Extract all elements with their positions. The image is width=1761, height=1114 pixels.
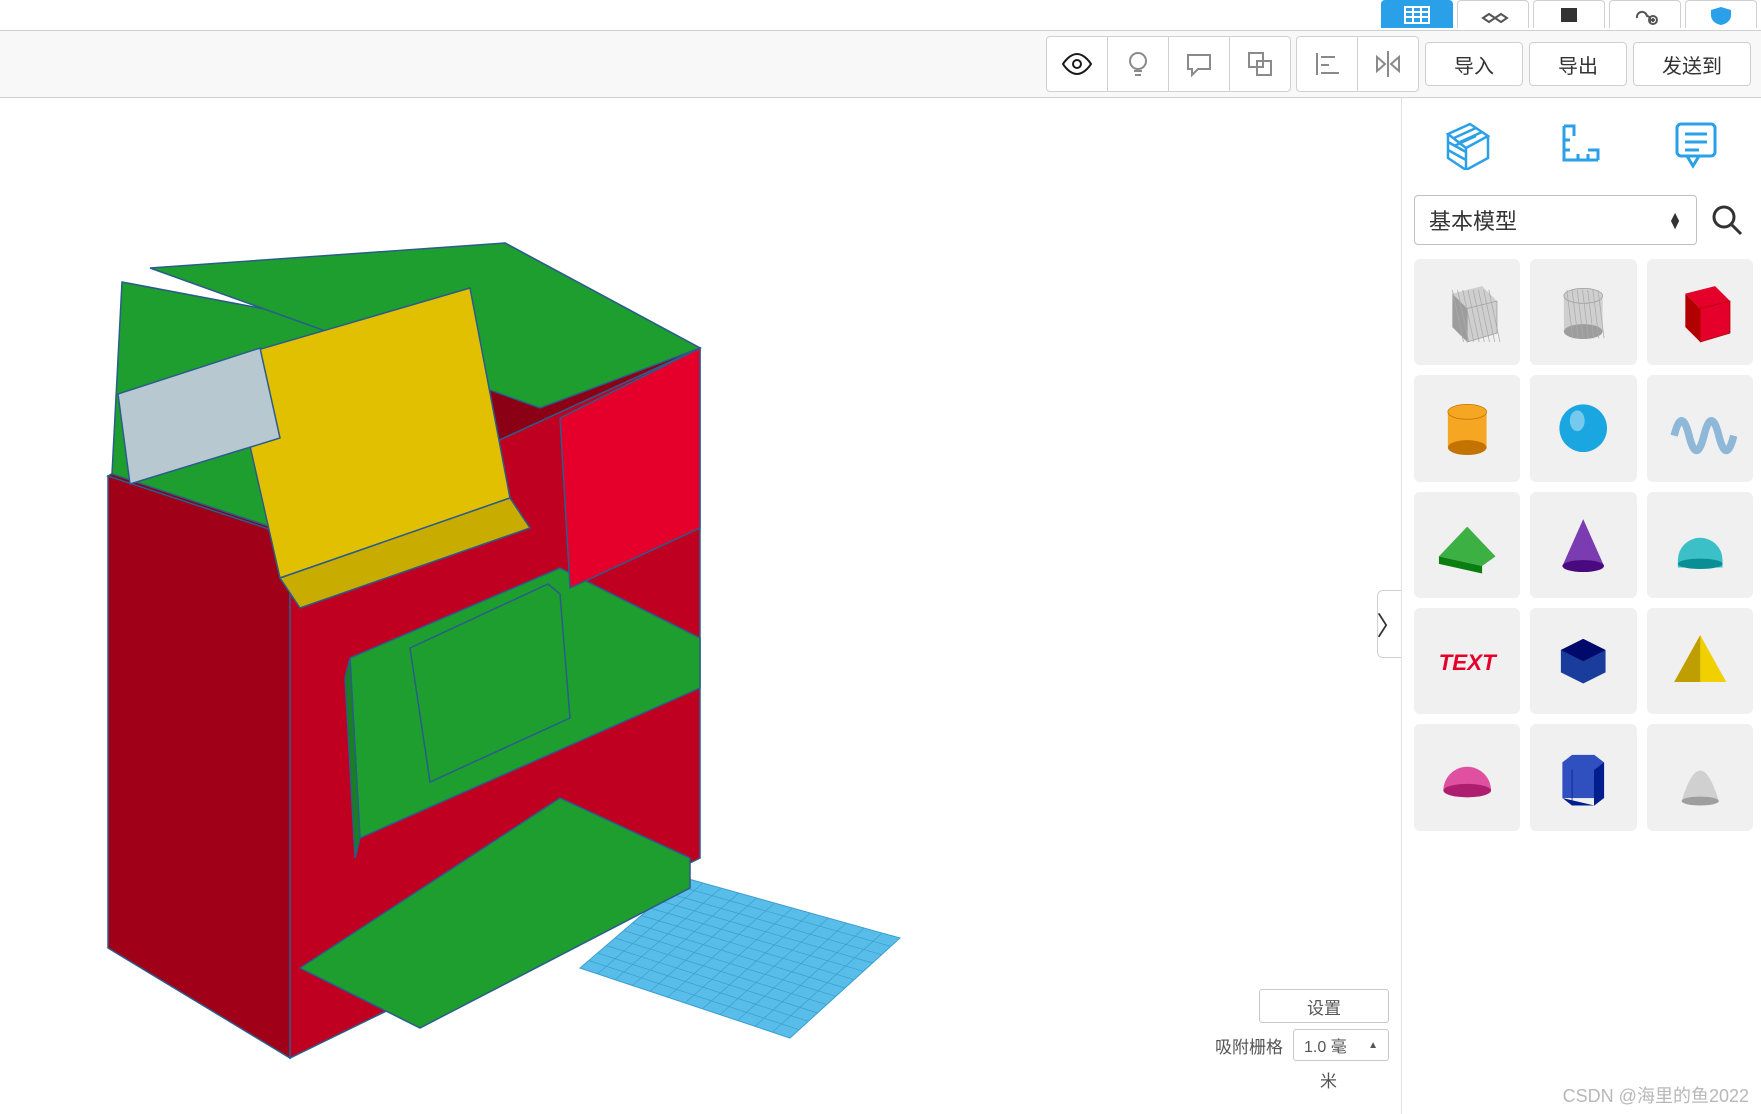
shape-roof[interactable]	[1414, 492, 1520, 598]
shape-text[interactable]: TEXT	[1414, 608, 1520, 714]
hexagon-icon	[1546, 624, 1620, 698]
shield-icon	[1705, 4, 1737, 26]
shape-hexagon[interactable]	[1530, 608, 1636, 714]
box-hole-icon	[1430, 275, 1504, 349]
view-mode-group	[1047, 36, 1291, 92]
svg-text:TEXT: TEXT	[1439, 650, 1498, 675]
view-overlap-button[interactable]	[1229, 36, 1291, 92]
workplane-icon	[1440, 116, 1494, 170]
shape-search-button[interactable]	[1705, 195, 1749, 245]
send-to-button[interactable]: 发送到	[1633, 42, 1751, 86]
import-button[interactable]: 导入	[1425, 42, 1523, 86]
shape-cone[interactable]	[1530, 492, 1636, 598]
design-canvas[interactable]	[0, 98, 1401, 1114]
shape-half-sphere[interactable]	[1414, 724, 1520, 830]
half-round-icon	[1663, 508, 1737, 582]
cylinder-icon	[1430, 391, 1504, 465]
text-icon: TEXT	[1430, 624, 1504, 698]
bulb-icon	[1121, 47, 1155, 81]
shape-sphere[interactable]	[1530, 375, 1636, 481]
mode-tab-3d[interactable]	[1381, 0, 1453, 28]
snap-value: 1.0 毫	[1304, 1033, 1347, 1057]
hex-prism-icon	[1546, 740, 1620, 814]
scribble-icon	[1663, 391, 1737, 465]
mode-tabs	[1381, 0, 1761, 30]
panel-collapse-handle[interactable]: 〉	[1377, 590, 1401, 658]
shape-cylinder-hole[interactable]	[1530, 259, 1636, 365]
category-row: 基本模型 ▲▼	[1402, 183, 1761, 251]
eye-icon	[1060, 47, 1094, 81]
mode-tab-blocks[interactable]	[1457, 0, 1529, 28]
watermark: CSDN @海里的鱼2022	[1563, 1082, 1749, 1108]
mode-tab-shield[interactable]	[1685, 0, 1757, 28]
bottom-controls: 设置 吸附栅格 1.0 毫 ▲ 米	[1215, 989, 1389, 1092]
view-light-button[interactable]	[1107, 36, 1169, 92]
select-arrows-icon: ▲▼	[1668, 212, 1682, 228]
shape-cylinder[interactable]	[1414, 375, 1520, 481]
mirror-button[interactable]	[1357, 36, 1419, 92]
shape-category-select[interactable]: 基本模型 ▲▼	[1414, 195, 1697, 245]
sphere-icon	[1546, 391, 1620, 465]
cone-icon	[1546, 508, 1620, 582]
align-left-icon	[1310, 47, 1344, 81]
shape-half-round[interactable]	[1647, 492, 1753, 598]
note-icon	[1669, 116, 1723, 170]
half-sphere-icon	[1430, 740, 1504, 814]
blocks-icon	[1477, 4, 1509, 26]
shapes-grid: TEXT	[1402, 251, 1761, 1114]
panel-tab-workplane[interactable]	[1440, 116, 1494, 175]
roof-icon	[1430, 508, 1504, 582]
view-visible-button[interactable]	[1046, 36, 1108, 92]
square-icon	[1553, 4, 1585, 26]
chevron-up-icon: ▲	[1368, 1040, 1378, 1051]
pyramid-icon	[1663, 624, 1737, 698]
top-toolbar: 导入 导出 发送到	[0, 30, 1761, 98]
shapes-panel: 基本模型 ▲▼ TEXT	[1401, 98, 1761, 1114]
export-button[interactable]: 导出	[1529, 42, 1627, 86]
paraboloid-icon	[1663, 740, 1737, 814]
mirror-icon	[1371, 47, 1405, 81]
view-comment-button[interactable]	[1168, 36, 1230, 92]
panel-tabs	[1402, 98, 1761, 183]
cylinder-hole-icon	[1546, 275, 1620, 349]
shape-paraboloid[interactable]	[1647, 724, 1753, 830]
cloud-plus-icon	[1629, 4, 1661, 26]
align-group	[1297, 36, 1419, 92]
shape-scribble[interactable]	[1647, 375, 1753, 481]
shape-box[interactable]	[1647, 259, 1753, 365]
grid-icon	[1401, 4, 1433, 26]
box-icon	[1663, 275, 1737, 349]
shape-pyramid[interactable]	[1647, 608, 1753, 714]
overlap-icon	[1243, 47, 1277, 81]
panel-tab-ruler[interactable]	[1554, 116, 1608, 175]
scene-render	[0, 98, 1400, 1114]
mode-tab-cloud[interactable]	[1609, 0, 1681, 28]
align-button[interactable]	[1296, 36, 1358, 92]
category-label: 基本模型	[1429, 204, 1517, 236]
snap-unit: 米	[1320, 1067, 1337, 1092]
search-icon	[1710, 203, 1744, 237]
snap-grid-select[interactable]: 1.0 毫 ▲	[1293, 1029, 1389, 1061]
panel-tab-notes[interactable]	[1669, 116, 1723, 175]
grid-settings-button[interactable]: 设置	[1259, 989, 1389, 1023]
mode-tab-square[interactable]	[1533, 0, 1605, 28]
snap-label: 吸附栅格	[1215, 1033, 1283, 1058]
shape-box-hole[interactable]	[1414, 259, 1520, 365]
ruler-icon	[1554, 116, 1608, 170]
comment-icon	[1182, 47, 1216, 81]
chevron-right-icon: 〉	[1377, 606, 1403, 643]
shape-hex-prism[interactable]	[1530, 724, 1636, 830]
